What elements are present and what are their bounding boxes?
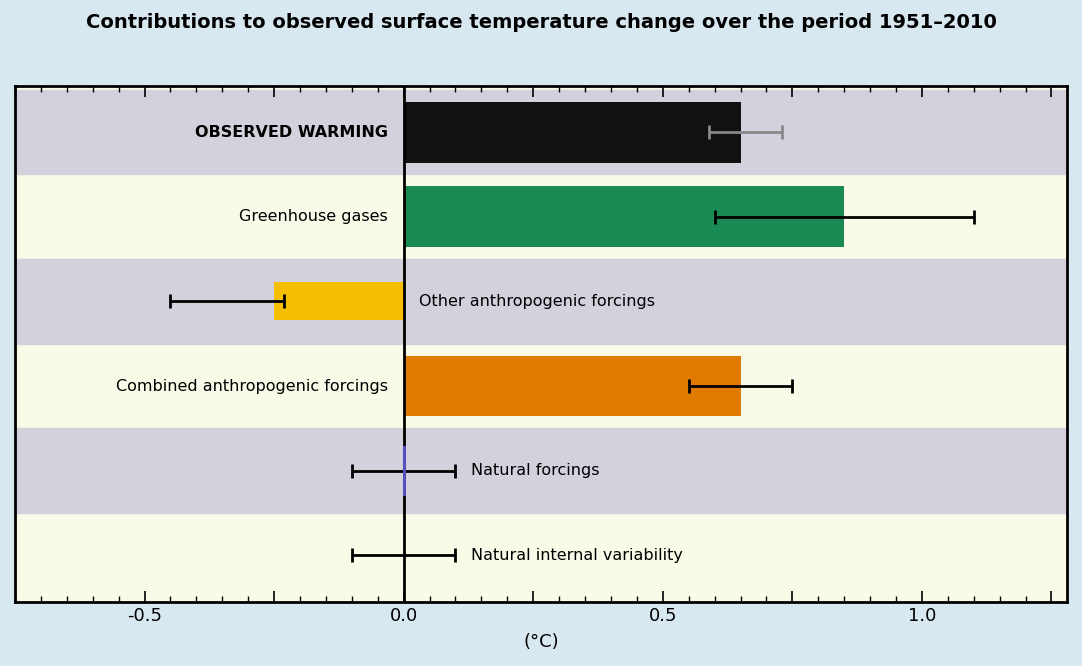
Bar	[404, 186, 844, 247]
Text: OBSERVED WARMING: OBSERVED WARMING	[195, 125, 388, 140]
Bar	[15, 259, 1067, 344]
Text: Other anthropogenic forcings: Other anthropogenic forcings	[419, 294, 656, 309]
Bar	[15, 90, 1067, 174]
X-axis label: (°C): (°C)	[524, 633, 558, 651]
Bar	[274, 282, 404, 320]
Text: Combined anthropogenic forcings: Combined anthropogenic forcings	[116, 378, 388, 394]
Bar	[404, 356, 740, 416]
Bar	[404, 102, 740, 163]
Text: Greenhouse gases: Greenhouse gases	[239, 209, 388, 224]
Text: Natural internal variability: Natural internal variability	[471, 547, 683, 563]
Text: Natural forcings: Natural forcings	[471, 463, 599, 478]
Bar	[15, 428, 1067, 513]
Text: Contributions to observed surface temperature change over the period 1951–2010: Contributions to observed surface temper…	[85, 13, 997, 33]
